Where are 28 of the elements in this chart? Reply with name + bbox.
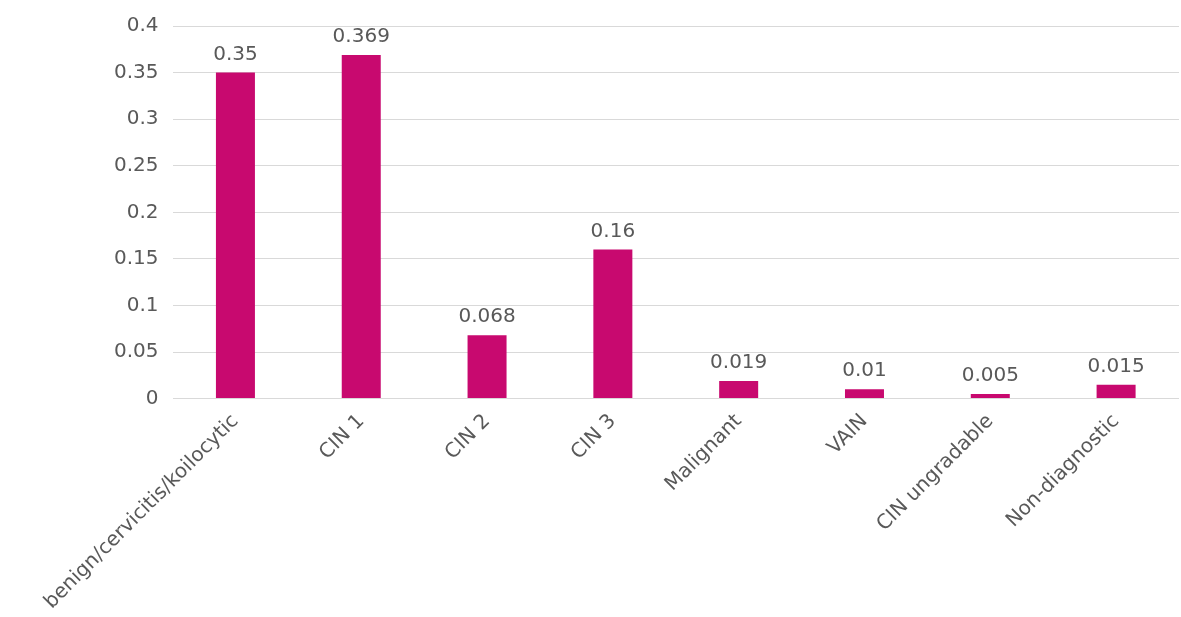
y-tick-label: 0.2: [126, 198, 159, 223]
y-tick-label: 0.15: [114, 245, 159, 270]
data-label: 0.16: [590, 217, 636, 242]
data-label: 0.005: [961, 362, 1019, 387]
y-tick-label: 0.35: [114, 58, 159, 83]
data-label: 0.01: [842, 357, 887, 382]
bar: [341, 54, 381, 399]
bar: [844, 389, 884, 399]
y-tick-label: 0.05: [114, 338, 159, 363]
y-tick-label: 0.1: [126, 291, 159, 316]
data-label: 0.068: [458, 303, 516, 328]
data-label: 0.015: [1087, 352, 1145, 377]
bar: [467, 335, 507, 399]
y-tick-label: 0: [145, 384, 159, 409]
data-label: 0.369: [332, 23, 390, 48]
data-label: 0.35: [213, 40, 258, 65]
bar: [1096, 384, 1136, 399]
x-tick-label: CIN 3: [564, 408, 621, 464]
x-tick-label: CIN 1: [313, 408, 369, 464]
bar: [215, 72, 255, 399]
bar: [719, 380, 759, 399]
bar: [593, 249, 633, 399]
y-tick-label: 0.3: [126, 105, 159, 130]
y-tick-label: 0.25: [114, 151, 159, 176]
y-tick-label: 0.4: [126, 12, 159, 37]
x-tick-label: CIN 2: [439, 408, 495, 464]
bar: [970, 393, 1010, 399]
data-label: 0.019: [710, 349, 768, 374]
